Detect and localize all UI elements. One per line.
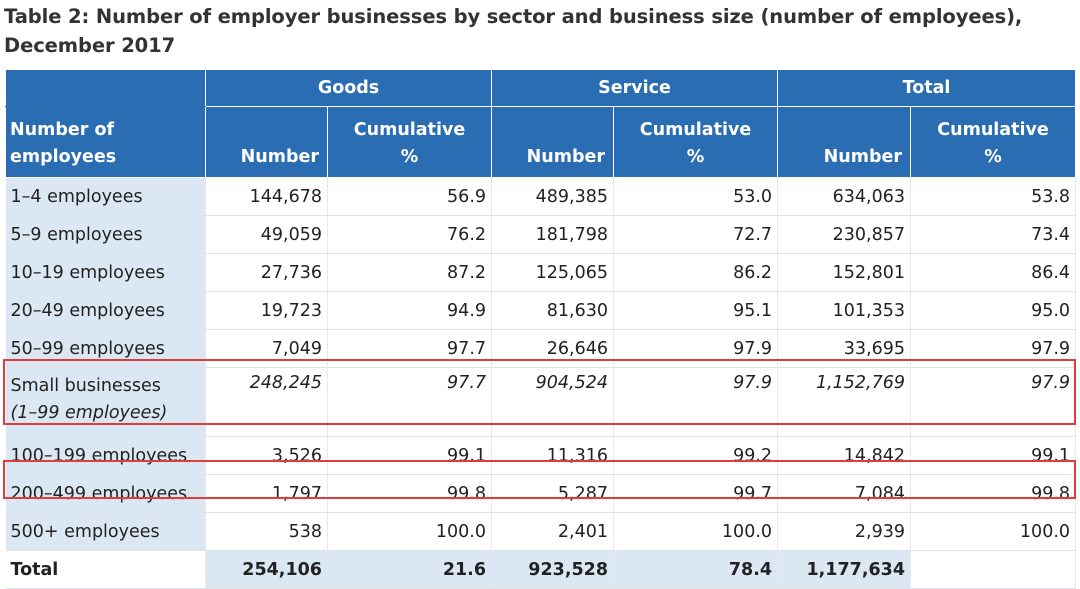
goods-number-cell: 19,723 [205, 291, 328, 330]
service-cumulative-cell: 86.2 [613, 253, 779, 292]
small-businesses-sublabel: (1–99 employees) [10, 403, 168, 423]
service-number-cell: 904,524 [491, 367, 615, 437]
service-cumulative-cell: 99.2 [613, 436, 779, 475]
row-label: 50–99 employees [5, 329, 206, 368]
total-cumulative-cell: 99.1 [910, 436, 1077, 475]
goods-cumulative-cell: 76.2 [327, 215, 493, 254]
goods-cumulative-cell: 87.2 [327, 253, 493, 292]
row-label: Small businesses (1–99 employees) [5, 367, 206, 437]
total-number-cell: 1,152,769 [777, 367, 912, 437]
service-number-cell: 5,287 [491, 474, 615, 513]
row-label: 10–19 employees [5, 253, 206, 292]
table-row: 5–9 employees 49,059 76.2 181,798 72.7 2… [5, 215, 1077, 254]
row-label: 20–49 employees [5, 291, 206, 330]
service-cumulative-cell: 100.0 [613, 512, 779, 551]
header-service: Service [491, 69, 779, 107]
row-label: 5–9 employees [5, 215, 206, 254]
total-cumulative-cell [910, 550, 1077, 589]
table-row: 20–49 employees 19,723 94.9 81,630 95.1 … [5, 291, 1077, 330]
total-number-cell: 1,177,634 [777, 550, 912, 589]
service-cumulative-cell: 97.9 [613, 367, 779, 437]
goods-number-cell: 49,059 [205, 215, 328, 254]
row-label: 200–499 employees [5, 474, 206, 513]
table-row: 50–99 employees 7,049 97.7 26,646 97.9 3… [5, 329, 1077, 368]
total-cumulative-cell: 95.0 [910, 291, 1077, 330]
table-row: 500+ employees 538 100.0 2,401 100.0 2,9… [5, 512, 1077, 551]
goods-number-cell: 254,106 [205, 550, 328, 589]
service-cumulative-cell: 78.4 [613, 550, 779, 589]
header-total: Total [777, 69, 1077, 107]
goods-number-cell: 27,736 [205, 253, 328, 292]
service-number-cell: 26,646 [491, 329, 615, 368]
goods-cumulative-cell: 99.1 [327, 436, 493, 475]
table-row: 10–19 employees 27,736 87.2 125,065 86.2… [5, 253, 1077, 292]
row-label: 500+ employees [5, 512, 206, 551]
table-row: 1–4 employees 144,678 56.9 489,385 53.0 … [5, 177, 1077, 216]
total-cumulative-cell: 99.8 [910, 474, 1077, 513]
goods-cumulative-cell: 97.7 [327, 367, 493, 437]
small-businesses-row: Small businesses (1–99 employees) 248,245… [5, 367, 1077, 437]
service-number-cell: 923,528 [491, 550, 615, 589]
service-cumulative-cell: 53.0 [613, 177, 779, 216]
total-cumulative-cell: 97.9 [910, 367, 1077, 437]
total-row-label: Total [5, 550, 206, 589]
header-group-row: Goods Service Total [5, 69, 1077, 107]
total-number-cell: 7,084 [777, 474, 912, 513]
goods-number-cell: 1,797 [205, 474, 328, 513]
header-goods: Goods [204, 69, 493, 107]
table-row: 100–199 employees 3,526 99.1 11,316 99.2… [5, 436, 1077, 475]
total-row: Total 254,106 21.6 923,528 78.4 1,177,63… [5, 550, 1077, 589]
goods-cumulative-cell: 56.9 [327, 177, 493, 216]
header-goods-number: Number [205, 106, 328, 178]
header-total-number: Number [777, 106, 912, 178]
service-number-cell: 81,630 [491, 291, 615, 330]
header-goods-cumulative: Cumulative% [326, 106, 493, 178]
goods-cumulative-cell: 94.9 [327, 291, 493, 330]
total-number-cell: 14,842 [777, 436, 912, 475]
service-cumulative-cell: 99.7 [613, 474, 779, 513]
table-title: Table 2: Number of employer businesses b… [4, 5, 1023, 57]
service-cumulative-cell: 95.1 [613, 291, 779, 330]
header-total-cumulative: Cumulative% [910, 106, 1077, 178]
service-number-cell: 181,798 [491, 215, 615, 254]
total-number-cell: 101,353 [777, 291, 912, 330]
goods-number-cell: 144,678 [205, 177, 328, 216]
header-service-number: Number [491, 106, 615, 178]
service-cumulative-cell: 97.9 [613, 329, 779, 368]
goods-cumulative-cell: 21.6 [327, 550, 493, 589]
header-number-of-employees: Number of employees [5, 106, 206, 178]
service-cumulative-cell: 72.7 [613, 215, 779, 254]
total-cumulative-cell: 53.8 [910, 177, 1077, 216]
row-label: 1–4 employees [5, 177, 206, 216]
goods-cumulative-cell: 100.0 [327, 512, 493, 551]
goods-number-cell: 248,245 [205, 367, 328, 437]
row-label: 100–199 employees [5, 436, 206, 475]
service-number-cell: 125,065 [491, 253, 615, 292]
total-number-cell: 33,695 [777, 329, 912, 368]
total-cumulative-cell: 97.9 [910, 329, 1077, 368]
goods-cumulative-cell: 97.7 [327, 329, 493, 368]
total-cumulative-cell: 73.4 [910, 215, 1077, 254]
small-businesses-label: Small businesses [10, 376, 161, 396]
total-cumulative-cell: 86.4 [910, 253, 1077, 292]
goods-number-cell: 7,049 [205, 329, 328, 368]
total-number-cell: 152,801 [777, 253, 912, 292]
goods-number-cell: 3,526 [205, 436, 328, 475]
goods-number-cell: 538 [205, 512, 328, 551]
goods-cumulative-cell: 99.8 [327, 474, 493, 513]
total-number-cell: 2,939 [777, 512, 912, 551]
employer-businesses-table: Goods Service Total Number of employees … [5, 69, 1077, 589]
header-service-cumulative: Cumulative% [613, 106, 779, 178]
total-number-cell: 230,857 [777, 215, 912, 254]
header-sub-row: Number of employees Number Cumulative% N… [5, 106, 1077, 178]
service-number-cell: 2,401 [491, 512, 615, 551]
table-row: 200–499 employees 1,797 99.8 5,287 99.7 … [5, 474, 1077, 513]
service-number-cell: 489,385 [491, 177, 615, 216]
service-number-cell: 11,316 [491, 436, 615, 475]
header-blank-cell [5, 69, 206, 107]
total-cumulative-cell: 100.0 [910, 512, 1077, 551]
total-number-cell: 634,063 [777, 177, 912, 216]
